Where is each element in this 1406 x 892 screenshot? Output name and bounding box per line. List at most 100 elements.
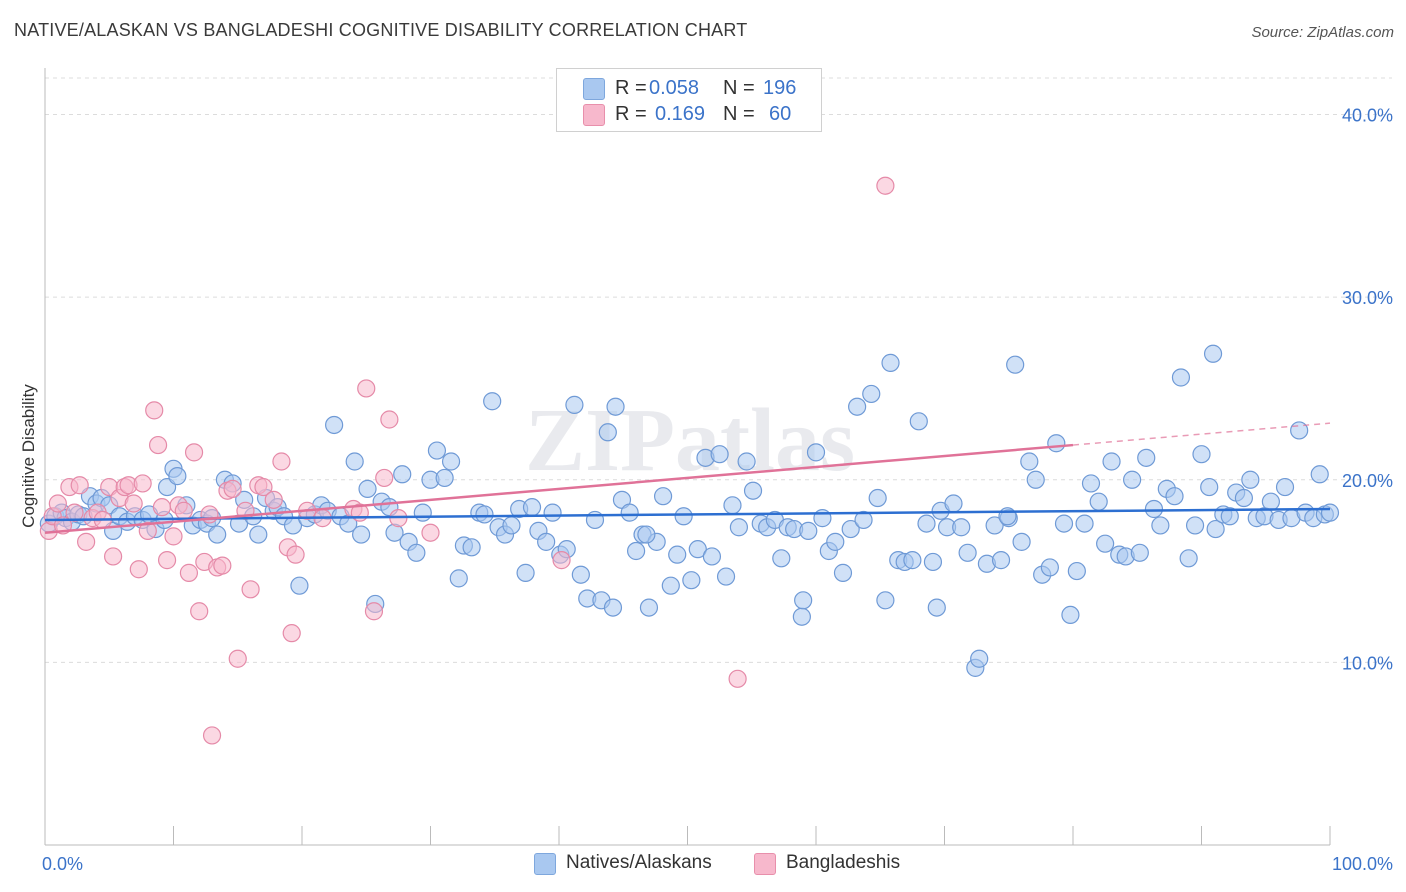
x-tick-label: 100.0%	[1332, 854, 1393, 874]
data-point	[1123, 470, 1142, 489]
data-point	[1047, 434, 1066, 453]
data-point	[184, 443, 204, 462]
data-point	[598, 423, 617, 442]
data-point	[441, 452, 461, 471]
data-point	[1067, 561, 1086, 581]
data-point	[1151, 516, 1170, 535]
data-point	[862, 384, 881, 404]
data-point	[152, 498, 172, 517]
data-point	[909, 412, 928, 431]
legend-box: R = 0.058 N = 196 R = 0.169 N = 60	[556, 68, 822, 132]
data-point	[157, 551, 177, 570]
data-point	[449, 569, 468, 588]
data-point	[1171, 368, 1191, 387]
data-point	[1054, 514, 1074, 533]
data-point	[475, 505, 494, 524]
data-point	[65, 503, 84, 522]
x-tick-label: 0.0%	[42, 854, 83, 874]
data-point	[286, 545, 305, 564]
data-point	[637, 525, 656, 544]
data-point	[1165, 487, 1184, 506]
data-point	[1203, 344, 1223, 363]
data-point	[357, 379, 376, 398]
data-point	[1040, 558, 1059, 577]
data-point	[129, 560, 148, 579]
data-point	[1020, 452, 1039, 471]
data-point	[1206, 519, 1225, 539]
data-point	[345, 452, 364, 471]
data-point	[876, 176, 895, 195]
data-point	[190, 602, 209, 621]
data-point	[228, 649, 247, 668]
data-point	[799, 521, 818, 540]
data-point	[626, 541, 646, 561]
data-point	[264, 490, 283, 509]
data-point	[145, 401, 164, 420]
data-point	[639, 598, 659, 617]
data-point	[77, 532, 96, 551]
data-point	[702, 547, 722, 566]
data-point	[1137, 448, 1156, 467]
legend-n-label: N =	[723, 77, 755, 99]
data-point	[537, 532, 556, 551]
data-point	[168, 467, 187, 486]
data-point	[1130, 543, 1149, 562]
data-point	[223, 479, 242, 498]
data-point	[674, 507, 693, 526]
data-point	[682, 571, 701, 590]
data-point	[1290, 421, 1309, 440]
data-point	[282, 624, 301, 643]
data-point	[985, 516, 1004, 535]
legend-n-label: N =	[723, 103, 755, 125]
data-point	[1261, 492, 1280, 511]
series-bangladeshis	[39, 176, 895, 745]
data-point	[927, 598, 946, 617]
trend-line-extension	[1072, 422, 1331, 446]
data-point	[249, 525, 268, 544]
data-point	[148, 435, 168, 455]
bottom-legend-label-bangladeshis: Bangladeshis	[786, 852, 901, 873]
data-point	[552, 551, 571, 570]
data-point	[1275, 477, 1295, 497]
data-point	[923, 552, 943, 572]
data-point	[104, 547, 123, 566]
data-point	[522, 498, 542, 517]
data-point	[1144, 499, 1164, 519]
data-point	[1096, 534, 1115, 553]
data-point	[254, 477, 273, 497]
data-point	[70, 476, 89, 495]
data-point	[806, 443, 826, 462]
data-point	[688, 540, 707, 559]
data-point	[1220, 507, 1239, 526]
data-point	[413, 503, 432, 522]
data-point	[1241, 470, 1260, 489]
data-point	[407, 543, 426, 562]
data-point	[998, 507, 1017, 526]
trend-lines	[44, 422, 1331, 534]
bottom-legend-swatch-natives	[534, 853, 556, 875]
y-tick-label: 20.0%	[1342, 471, 1393, 491]
legend-swatch-bangladeshis	[583, 104, 605, 126]
data-point	[375, 468, 394, 488]
data-point	[876, 591, 895, 610]
data-point	[729, 518, 749, 537]
legend-r-value: 0.058	[649, 77, 700, 99]
data-point	[826, 532, 845, 551]
bottom-legend-label-natives: Natives/Alaskans	[566, 852, 712, 873]
data-point	[1200, 477, 1219, 497]
data-point	[710, 445, 729, 464]
data-point	[462, 538, 481, 557]
data-point	[380, 410, 399, 429]
data-point	[841, 519, 860, 539]
data-point	[606, 397, 625, 416]
y-tick-label: 30.0%	[1342, 288, 1393, 308]
data-point	[620, 503, 639, 522]
legend-n-value: 60	[769, 103, 792, 125]
legend-r-label: R =	[615, 103, 647, 125]
data-point	[792, 607, 811, 626]
data-point	[1006, 355, 1025, 374]
tick-labels: 10.0% 20.0% 30.0% 40.0% 0.0% 100.0%	[42, 106, 1393, 874]
data-point	[991, 551, 1011, 570]
data-point	[1179, 549, 1198, 568]
y-tick-label: 40.0%	[1342, 106, 1393, 126]
